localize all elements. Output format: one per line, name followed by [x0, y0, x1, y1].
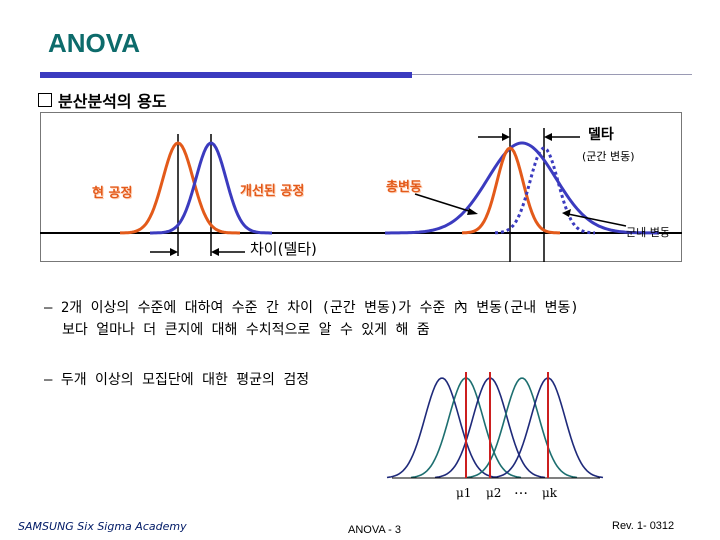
within-pointer [567, 213, 627, 227]
group-curve-orange [461, 146, 560, 235]
means-figure [386, 377, 604, 479]
within-pointer-head [562, 209, 571, 217]
diagram-panel [40, 112, 682, 262]
group-curve-dotted [494, 146, 596, 235]
diff-arrowhead-left [170, 248, 178, 256]
label-improved-process: 개선된 공정 [240, 184, 305, 199]
title-underline [40, 72, 412, 78]
mu-dots: … [514, 482, 528, 498]
footer-revision: Rev. 1- 0312 [612, 520, 675, 532]
bullet-2: – 두개 이상의 모집단에 대한 평균의 검정 [44, 372, 310, 388]
label-within-variation: 군내 변동 [626, 226, 670, 239]
bullet-1-line-2: 보다 얼마나 더 큰지에 대해 수치적으로 알 수 있게 해 줌 [62, 322, 430, 338]
checkbox-icon [38, 93, 52, 107]
improved-process-curve [150, 141, 272, 235]
total-pointer-head [467, 208, 478, 215]
bullet-1-line-1: – 2개 이상의 수준에 대하여 수준 간 차이 (군간 변동)가 수준 內 변… [44, 300, 579, 316]
mu-1: μ1 [456, 486, 472, 500]
between-arrowhead-right [544, 133, 552, 141]
label-between: (군간 변동) [582, 150, 635, 163]
footer-academy: SAMSUNG Six Sigma Academy [18, 520, 187, 533]
title-rule [412, 74, 692, 75]
diff-arrowhead-right [211, 248, 219, 256]
label-current-process: 현 공정 [92, 186, 133, 201]
label-difference: 차이(델타) [250, 240, 317, 258]
page-title: ANOVA [48, 28, 140, 58]
between-arrowhead-left [502, 133, 510, 141]
current-process-curve [120, 141, 240, 235]
section-heading: 분산분석의 용도 [38, 88, 167, 112]
means-curve-4 [466, 377, 578, 479]
label-delta: 델타 [588, 127, 614, 143]
total-variation-curve [385, 141, 659, 235]
label-total-variation: 총변동 [386, 180, 422, 195]
footer-page: ANOVA - 3 [348, 524, 401, 536]
mu-k: μk [542, 486, 558, 500]
mu-2: μ2 [486, 486, 502, 500]
means-curve-1 [386, 377, 498, 479]
section-heading-text: 분산분석의 용도 [58, 92, 167, 111]
total-pointer [414, 193, 473, 213]
